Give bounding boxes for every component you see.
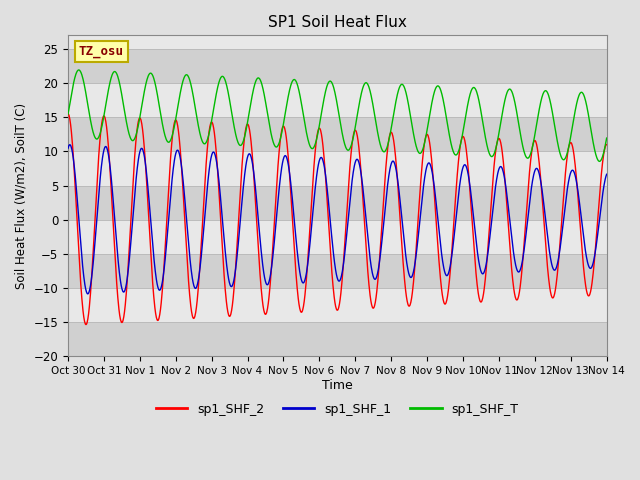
sp1_SHF_1 xyxy=(492,181,500,187)
sp1_SHF_1 xyxy=(172,152,179,157)
Title: SP1 Soil Heat Flux: SP1 Soil Heat Flux xyxy=(268,15,407,30)
sp1_SHF_2 xyxy=(184,273,192,279)
sp1_SHF_T xyxy=(421,138,429,144)
Bar xyxy=(68,254,607,288)
sp1_SHF_T xyxy=(172,120,179,126)
Bar xyxy=(68,83,607,117)
Line: sp1_SHF_2: sp1_SHF_2 xyxy=(68,114,607,324)
sp1_SHF_2 xyxy=(421,136,429,142)
Bar xyxy=(68,117,607,152)
sp1_SHF_T xyxy=(596,158,604,164)
Line: sp1_SHF_T: sp1_SHF_T xyxy=(68,70,607,161)
sp1_SHF_1 xyxy=(64,145,72,151)
sp1_SHF_2 xyxy=(603,142,611,147)
sp1_SHF_2 xyxy=(492,150,499,156)
sp1_SHF_T xyxy=(603,135,611,141)
sp1_SHF_1 xyxy=(185,241,193,247)
Bar xyxy=(68,49,607,83)
Bar xyxy=(68,288,607,322)
Text: TZ_osu: TZ_osu xyxy=(79,45,124,58)
Bar xyxy=(68,152,607,186)
sp1_SHF_2 xyxy=(172,118,179,123)
X-axis label: Time: Time xyxy=(322,379,353,392)
Line: sp1_SHF_1: sp1_SHF_1 xyxy=(68,144,607,294)
Legend: sp1_SHF_2, sp1_SHF_1, sp1_SHF_T: sp1_SHF_2, sp1_SHF_1, sp1_SHF_T xyxy=(151,398,524,420)
Bar xyxy=(68,186,607,220)
sp1_SHF_1 xyxy=(84,291,92,297)
sp1_SHF_1 xyxy=(422,170,429,176)
Y-axis label: Soil Heat Flux (W/m2), SoilT (C): Soil Heat Flux (W/m2), SoilT (C) xyxy=(15,103,28,289)
sp1_SHF_1 xyxy=(540,198,547,204)
sp1_SHF_1 xyxy=(245,151,253,157)
sp1_SHF_1 xyxy=(66,142,74,147)
sp1_SHF_T xyxy=(539,91,547,97)
sp1_SHF_2 xyxy=(82,322,90,327)
sp1_SHF_2 xyxy=(244,122,252,128)
sp1_SHF_T xyxy=(184,73,192,79)
sp1_SHF_2 xyxy=(64,111,72,117)
sp1_SHF_2 xyxy=(539,206,547,212)
sp1_SHF_T xyxy=(64,111,72,117)
Bar xyxy=(68,220,607,254)
sp1_SHF_T xyxy=(492,147,499,153)
Bar xyxy=(68,322,607,356)
sp1_SHF_T xyxy=(75,67,83,73)
sp1_SHF_1 xyxy=(603,171,611,177)
sp1_SHF_T xyxy=(244,114,252,120)
